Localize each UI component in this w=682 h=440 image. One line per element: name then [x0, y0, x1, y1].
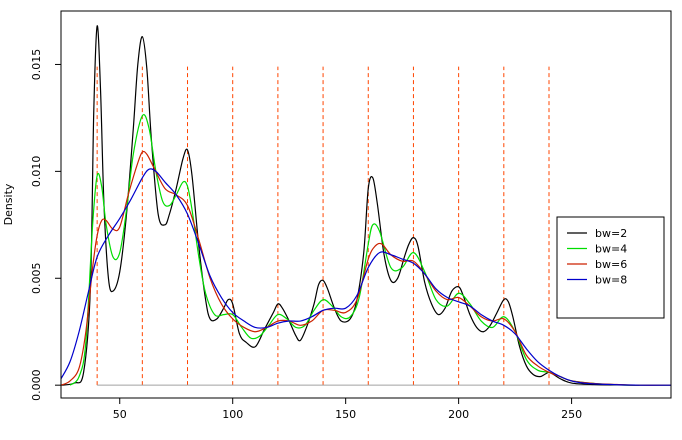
x-tick-label-50: 50: [113, 408, 127, 421]
series-line-bw-8: [60, 168, 672, 386]
series-layer: [60, 25, 672, 386]
y-tick-label-0: 0.000: [30, 369, 43, 401]
legend-label-bw-4: bw=4: [595, 243, 627, 256]
x-axis: 50 100 150 200 250: [113, 398, 582, 421]
y-tick-label-1: 0.005: [30, 263, 43, 295]
reference-lines: [96, 66, 550, 386]
plot-frame: [60, 10, 672, 399]
x-tick-label-100: 100: [222, 408, 243, 421]
y-tick-label-3: 0.015: [30, 49, 43, 81]
x-tick-label-200: 200: [448, 408, 469, 421]
legend-label-bw-2: bw=2: [595, 227, 627, 240]
y-axis: 0.000 0.005 0.010 0.015: [30, 49, 61, 401]
legend-label-bw-8: bw=8: [595, 274, 627, 287]
series-line-bw-2: [60, 25, 640, 386]
series-line-bw-6: [60, 150, 672, 386]
x-tick-label-250: 250: [561, 408, 582, 421]
legend-label-bw-6: bw=6: [595, 258, 627, 271]
y-axis-title: Density: [2, 183, 15, 225]
legend-box: [556, 216, 665, 319]
x-tick-label-150: 150: [335, 408, 356, 421]
y-tick-label-2: 0.010: [30, 156, 43, 188]
legend: bw=2 bw=4 bw=6 bw=8: [556, 216, 665, 319]
